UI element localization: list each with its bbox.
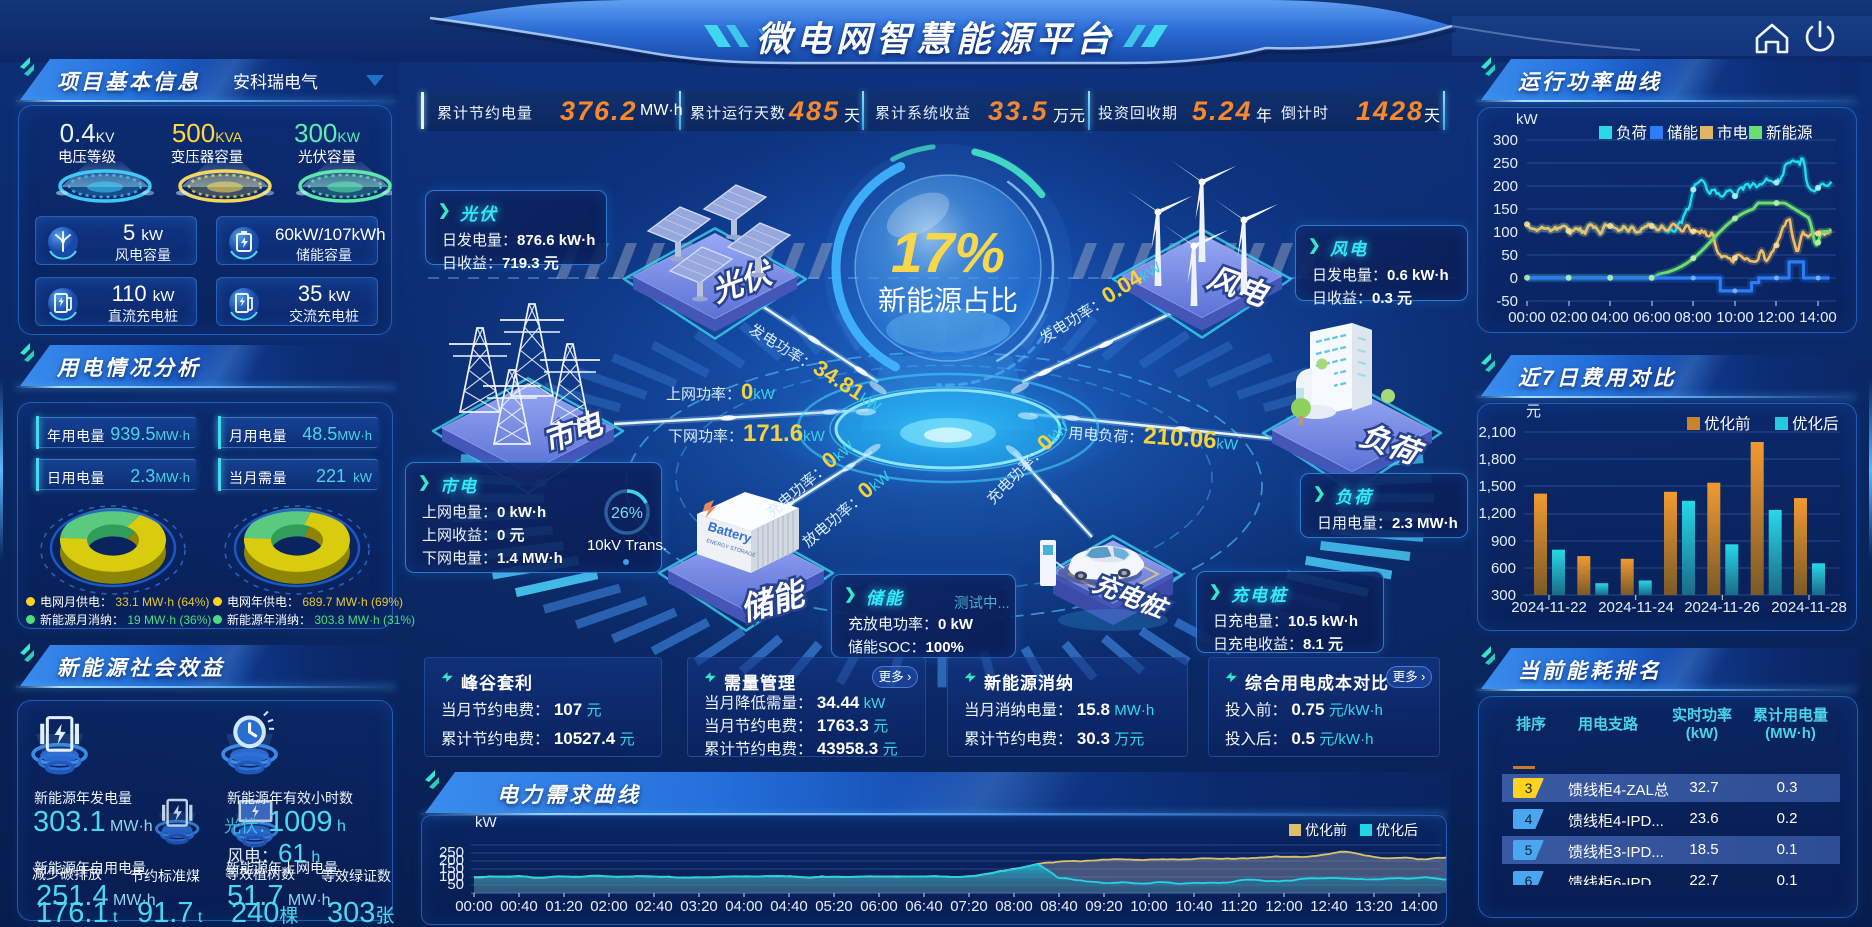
svg-text:08:40: 08:40 <box>1040 898 1078 915</box>
svg-text:2024-11-22: 2024-11-22 <box>1511 599 1587 616</box>
svg-text:优化前: 优化前 <box>1305 822 1347 838</box>
svg-text:300: 300 <box>1493 132 1518 149</box>
svg-text:优化后: 优化后 <box>1792 415 1839 433</box>
svg-text:06:00: 06:00 <box>860 898 898 915</box>
svg-text:07:20: 07:20 <box>950 898 988 915</box>
svg-text:新能源: 新能源 <box>1766 124 1813 142</box>
svg-text:12:40: 12:40 <box>1310 898 1348 915</box>
svg-text:00:00: 00:00 <box>455 898 493 915</box>
svg-text:10:40: 10:40 <box>1175 898 1213 915</box>
svg-text:50: 50 <box>1501 247 1518 264</box>
svg-text:10:00: 10:00 <box>1716 309 1754 326</box>
svg-text:06:40: 06:40 <box>905 898 943 915</box>
svg-text:08:00: 08:00 <box>995 898 1033 915</box>
svg-text:2024-11-24: 2024-11-24 <box>1598 599 1674 616</box>
svg-text:11:20: 11:20 <box>1221 898 1257 915</box>
svg-text:600: 600 <box>1491 560 1516 577</box>
svg-text:02:40: 02:40 <box>635 898 673 915</box>
svg-text:13:20: 13:20 <box>1355 898 1393 915</box>
svg-text:1,200: 1,200 <box>1478 505 1516 522</box>
svg-text:2024-11-26: 2024-11-26 <box>1684 599 1760 616</box>
svg-text:00:00: 00:00 <box>1508 309 1546 326</box>
svg-text:150: 150 <box>439 860 464 877</box>
svg-text:09:20: 09:20 <box>1085 898 1123 915</box>
svg-text:新能源占比: 新能源占比 <box>878 285 1018 316</box>
svg-text:2,100: 2,100 <box>1478 424 1516 441</box>
svg-text:250: 250 <box>1493 155 1518 172</box>
svg-text:04:00: 04:00 <box>725 898 763 915</box>
svg-text:00:40: 00:40 <box>500 898 538 915</box>
svg-text:100: 100 <box>439 868 464 885</box>
svg-text:用电负荷：210.06kW: 用电负荷：210.06kW <box>1068 417 1240 456</box>
svg-text:03:20: 03:20 <box>680 898 718 915</box>
svg-text:-50: -50 <box>1496 293 1518 310</box>
svg-text:kW: kW <box>475 814 498 831</box>
svg-text:06:00: 06:00 <box>1633 309 1671 326</box>
svg-text:02:00: 02:00 <box>590 898 628 915</box>
svg-text:0: 0 <box>1510 270 1518 287</box>
svg-text:1,500: 1,500 <box>1478 478 1516 495</box>
svg-text:储能: 储能 <box>1667 124 1698 142</box>
svg-text:kW: kW <box>1516 111 1539 128</box>
svg-text:微电网智慧能源平台: 微电网智慧能源平台 <box>756 20 1116 59</box>
svg-text:250: 250 <box>439 844 464 861</box>
svg-text:市电: 市电 <box>1717 124 1748 142</box>
svg-text:05:20: 05:20 <box>815 898 853 915</box>
svg-text:01:20: 01:20 <box>545 898 583 915</box>
svg-text:08:00: 08:00 <box>1674 309 1712 326</box>
svg-text:17%: 17% <box>891 221 1005 285</box>
svg-text:100: 100 <box>1493 224 1518 241</box>
svg-text:50: 50 <box>447 876 464 893</box>
svg-text:200: 200 <box>439 852 464 869</box>
svg-text:04:00: 04:00 <box>1591 309 1629 326</box>
svg-text:300: 300 <box>1491 587 1516 604</box>
svg-text:1,800: 1,800 <box>1478 451 1516 468</box>
svg-text:12:00: 12:00 <box>1757 309 1795 326</box>
svg-text:200: 200 <box>1493 178 1518 195</box>
svg-text:04:40: 04:40 <box>770 898 808 915</box>
svg-text:下网功率：171.6kW: 下网功率：171.6kW <box>668 420 826 447</box>
svg-text:02:00: 02:00 <box>1550 309 1588 326</box>
svg-text:12:00: 12:00 <box>1265 898 1303 915</box>
svg-text:14:00: 14:00 <box>1799 309 1837 326</box>
svg-text:优化前: 优化前 <box>1704 415 1751 433</box>
svg-text:14:00: 14:00 <box>1400 898 1438 915</box>
svg-text:元: 元 <box>1526 403 1541 420</box>
svg-text:负荷: 负荷 <box>1616 124 1647 142</box>
svg-text:150: 150 <box>1493 201 1518 218</box>
svg-text:900: 900 <box>1491 533 1516 550</box>
svg-text:2024-11-28: 2024-11-28 <box>1771 599 1847 616</box>
svg-text:10:00: 10:00 <box>1130 898 1168 915</box>
svg-text:上网功率：0kW: 上网功率：0kW <box>666 379 776 404</box>
svg-text:26%: 26% <box>611 505 643 522</box>
svg-text:优化后: 优化后 <box>1376 822 1418 838</box>
